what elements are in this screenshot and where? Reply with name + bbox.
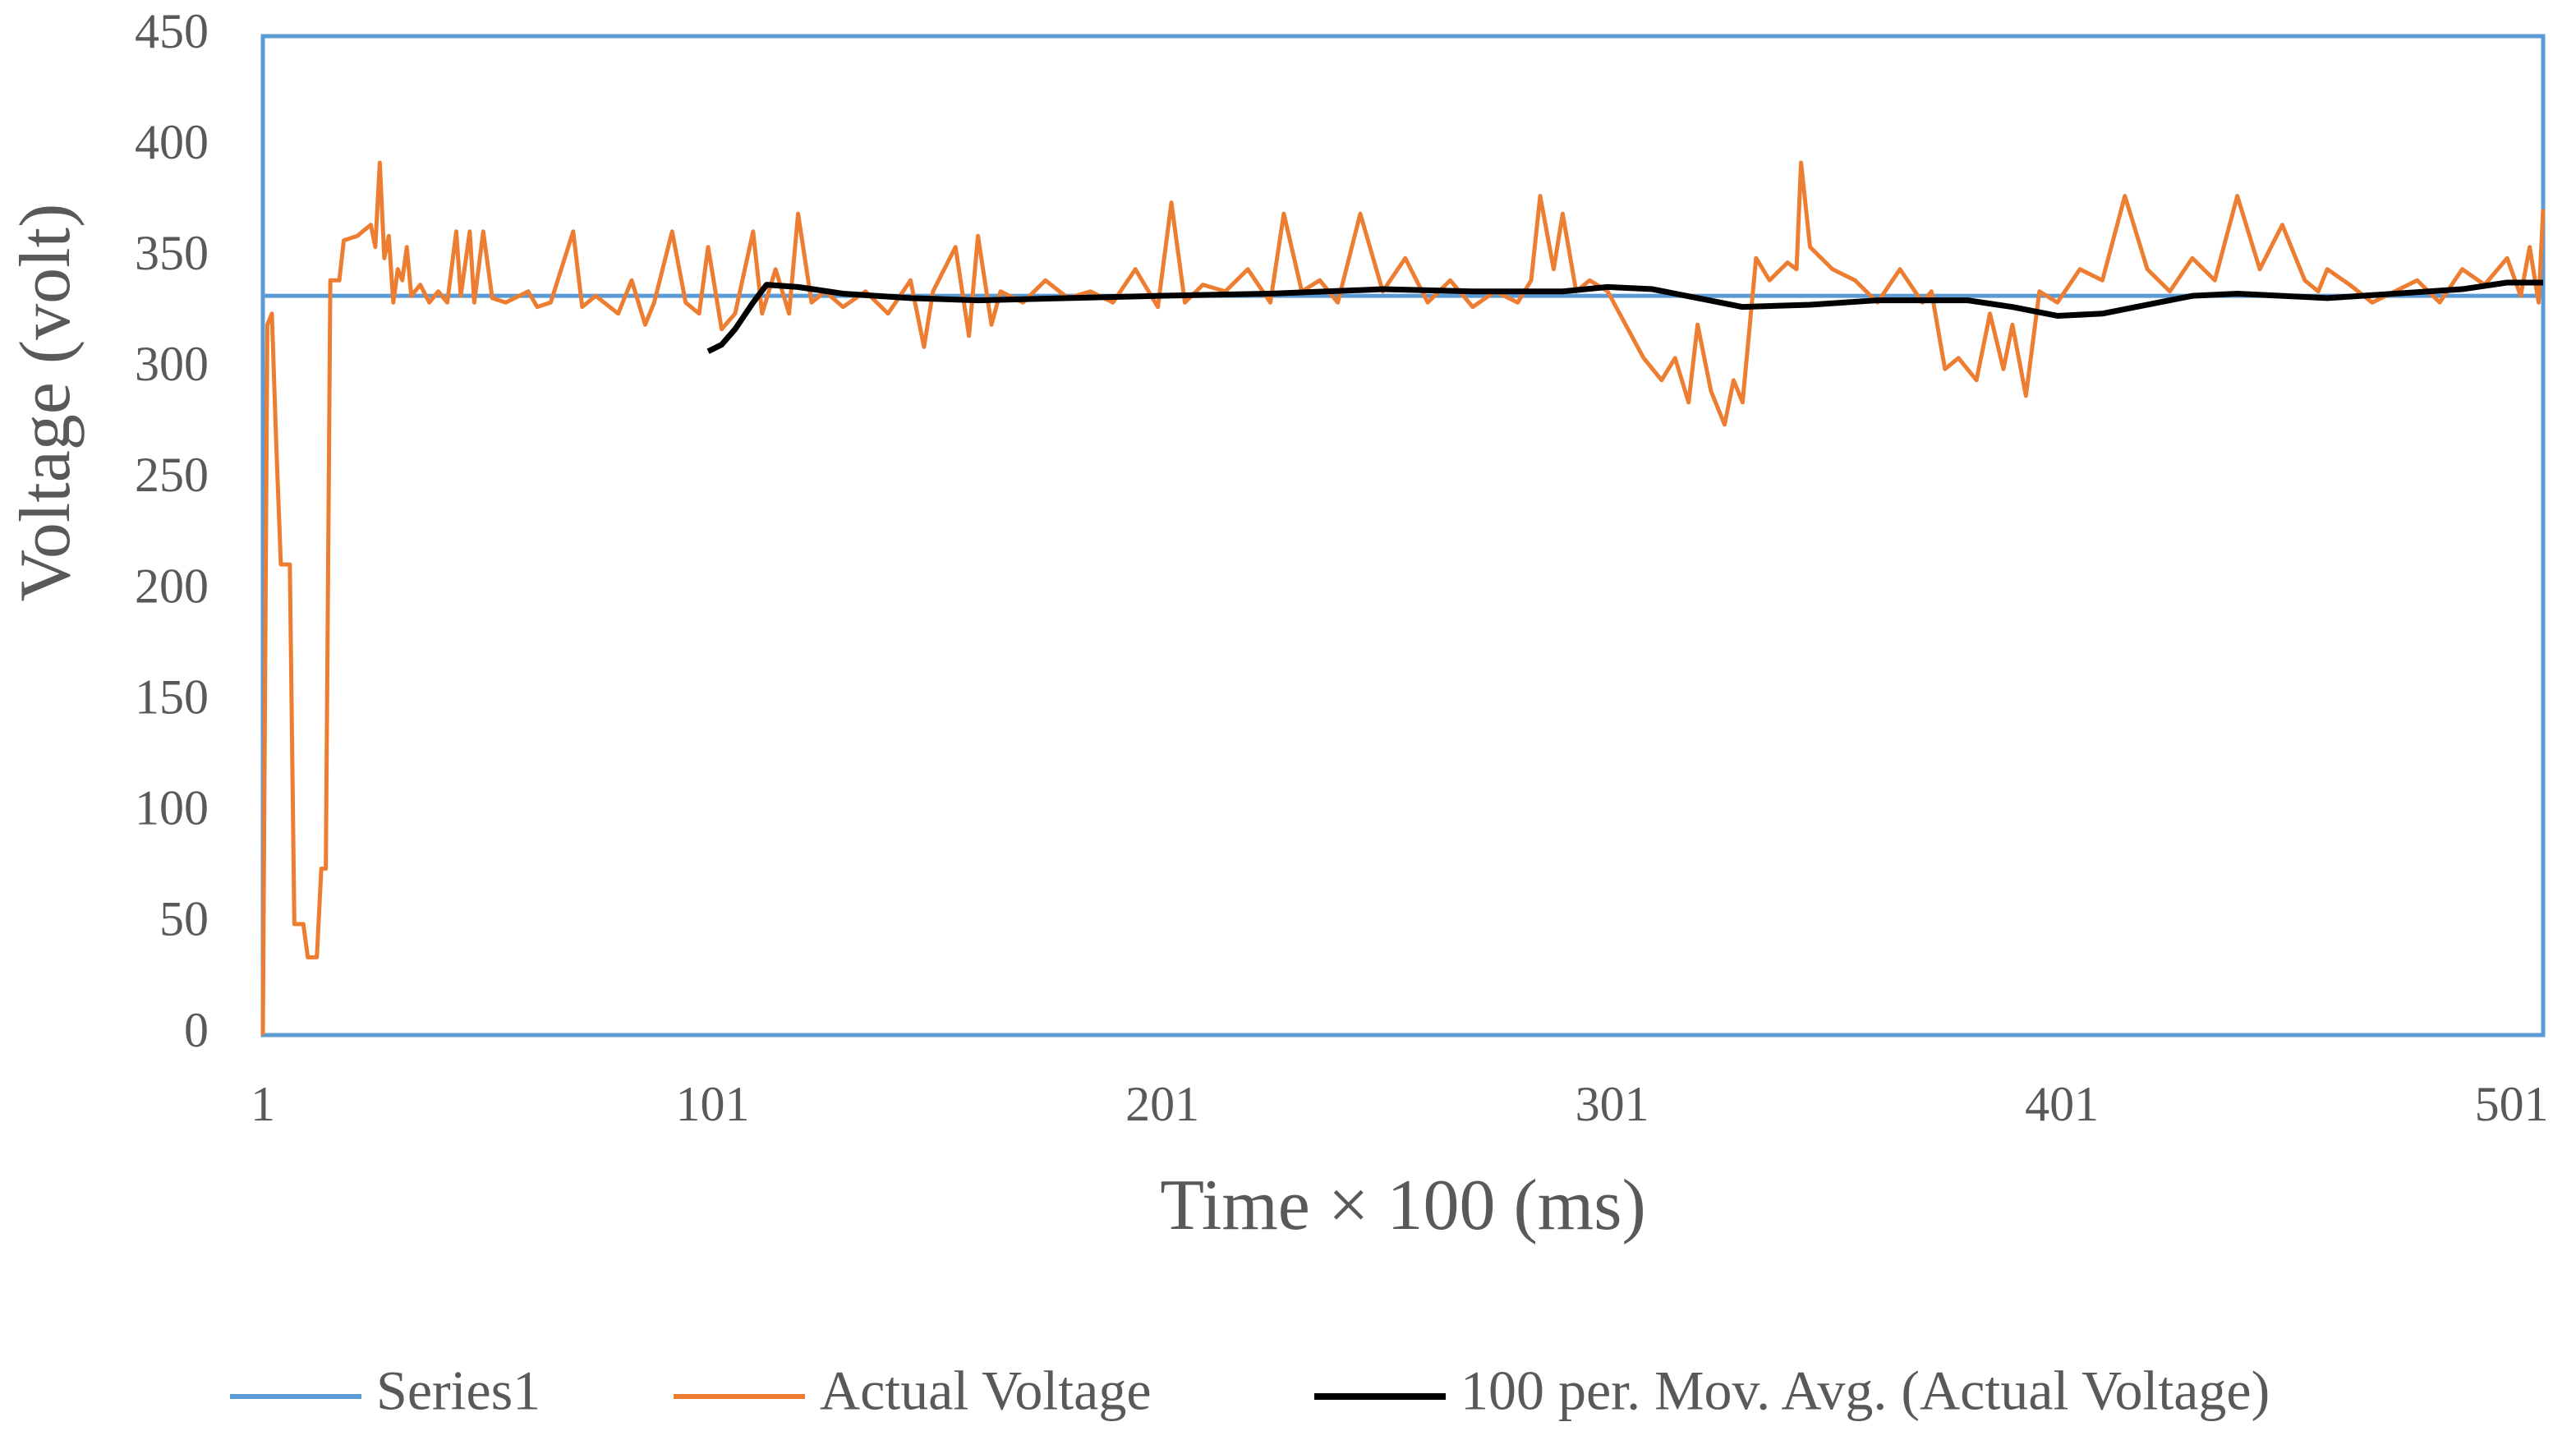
y-tick-label: 300	[135, 337, 209, 391]
y-tick-label: 0	[184, 1003, 209, 1057]
y-tick-label: 50	[159, 892, 209, 946]
y-tick-label: 350	[135, 226, 209, 280]
legend-label: Series1	[376, 1360, 540, 1422]
x-tick-label: 501	[2475, 1077, 2549, 1131]
y-tick-label: 450	[135, 4, 209, 58]
legend-label: 100 per. Mov. Avg. (Actual Voltage)	[1460, 1360, 2270, 1422]
x-tick-label: 201	[1125, 1077, 1199, 1131]
y-tick-label: 250	[135, 448, 209, 502]
x-axis-title: Time × 100 (ms)	[1160, 1166, 1646, 1245]
x-tick-label: 301	[1576, 1077, 1649, 1131]
x-tick-label: 1	[251, 1077, 275, 1131]
y-tick-label: 200	[135, 559, 209, 613]
plot-border	[260, 34, 2546, 1038]
series-line	[706, 279, 2543, 354]
y-axis-title: Voltage (volt)	[6, 204, 85, 602]
y-tick-label: 400	[135, 115, 209, 169]
x-tick-label: 401	[2025, 1077, 2099, 1131]
series-line	[260, 160, 2546, 1036]
x-tick-label: 101	[676, 1077, 750, 1131]
y-tick-label: 100	[135, 781, 209, 835]
y-tick-label: 150	[135, 669, 209, 724]
legend-label: Actual Voltage	[820, 1360, 1152, 1422]
